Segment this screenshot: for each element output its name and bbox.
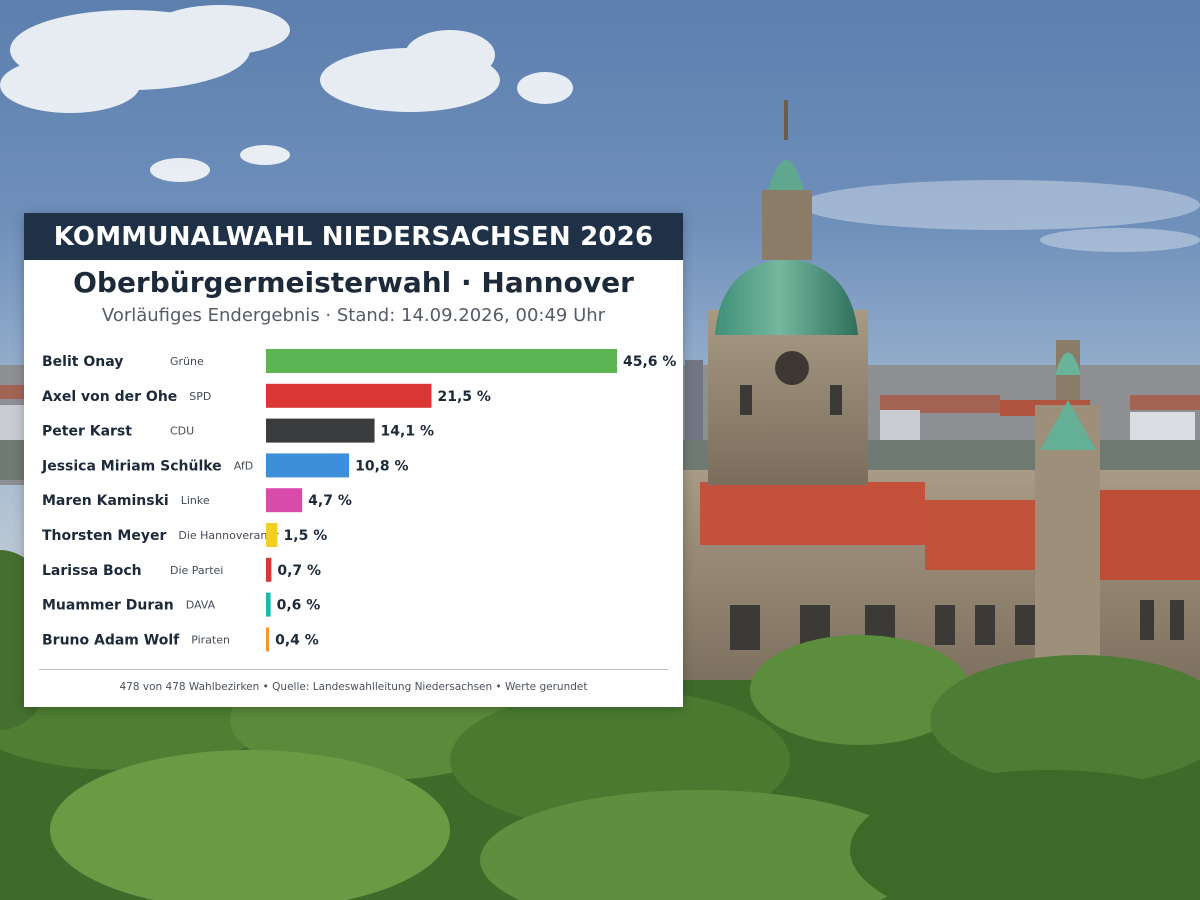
result-bar — [266, 523, 278, 547]
party-label: CDU — [170, 425, 194, 438]
clouds — [0, 5, 573, 182]
result-bar — [266, 488, 303, 513]
chart-title: Oberbürgermeisterwahl · Hannover — [73, 266, 634, 299]
party-label: Linke — [181, 494, 210, 507]
value-label: 1,5 % — [284, 528, 328, 544]
result-bar — [266, 349, 617, 373]
candidate-name: Larissa Boch — [42, 563, 142, 579]
chart-subtitle: Vorläufiges Endergebnis · Stand: 14.09.2… — [101, 305, 606, 326]
candidate-name: Bruno Adam Wolf — [42, 632, 180, 648]
result-bar — [266, 592, 271, 617]
result-bar — [266, 383, 432, 408]
candidate-name: Muammer Duran — [42, 598, 174, 614]
candidate-name: Jessica Miriam Schülke — [41, 458, 222, 474]
value-label: 4,7 % — [308, 493, 352, 509]
result-bar — [266, 453, 350, 478]
party-label: Grüne — [170, 355, 204, 368]
election-banner: KOMMUNALWAHL NIEDERSACHSEN 2026 — [24, 213, 683, 260]
candidate-name: Axel von der Ohe — [42, 389, 177, 405]
candidate-name: Peter Karst — [42, 424, 132, 440]
results-bar-chart: Belit Onay Grüne 45,6 % Axel von der Ohe SPD… — [41, 349, 676, 652]
party-label: Piraten — [191, 633, 230, 646]
value-label: 10,8 % — [355, 458, 408, 474]
party-label: DAVA — [186, 599, 216, 612]
candidate-name: Belit Onay — [42, 354, 123, 370]
result-bar — [266, 627, 270, 652]
candidate-name: Maren Kaminski — [42, 493, 169, 509]
value-label: 0,4 % — [275, 632, 319, 648]
party-label: AfD — [234, 459, 253, 472]
value-label: 0,7 % — [277, 563, 321, 579]
value-label: 45,6 % — [623, 354, 676, 370]
result-bar — [266, 418, 375, 443]
party-label: SPD — [189, 390, 211, 403]
party-label: Die Partei — [170, 564, 223, 577]
value-label: 0,6 % — [277, 598, 321, 614]
party-label: Die Hannoveraner — [178, 529, 279, 542]
value-label: 21,5 % — [437, 389, 490, 405]
results-panel: KOMMUNALWAHL NIEDERSACHSEN 2026 Oberbürg… — [24, 213, 683, 707]
source-note: 478 von 478 Wahlbezirken • Quelle: Lande… — [119, 681, 588, 693]
value-label: 14,1 % — [381, 424, 434, 440]
result-bar — [266, 557, 272, 582]
footer-divider — [39, 669, 668, 670]
candidate-name: Thorsten Meyer — [42, 528, 166, 544]
